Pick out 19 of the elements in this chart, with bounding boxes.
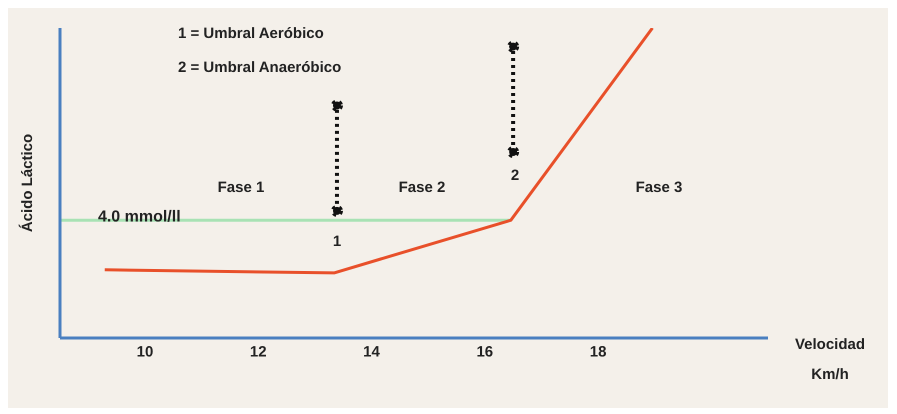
annotation: 2 bbox=[510, 166, 520, 184]
annotation: Fase 2 bbox=[398, 178, 446, 196]
point bbox=[330, 100, 343, 112]
x-tick-label: 12 bbox=[250, 344, 267, 361]
x-tick-label: 10 bbox=[136, 344, 154, 361]
point bbox=[507, 40, 520, 53]
x-axis-title: Velocidad Km/h bbox=[794, 335, 866, 385]
annotation: Fase 1 bbox=[218, 178, 264, 196]
annotation: Fase 3 bbox=[636, 178, 682, 196]
annotation: 2 = Umbral Anaeróbico bbox=[178, 59, 342, 76]
point bbox=[507, 146, 520, 158]
annotation: 1 = Umbral Aeróbico bbox=[178, 25, 324, 42]
annotation: 4.0 mmol/ll bbox=[98, 208, 181, 226]
x-tick-label: 18 bbox=[590, 344, 606, 361]
x-tick-label: 14 bbox=[363, 344, 381, 361]
y-axis-title: Ácido Láctico bbox=[18, 134, 36, 232]
x-tick-label: 16 bbox=[476, 344, 494, 361]
annotation: 1 bbox=[332, 232, 342, 250]
point bbox=[330, 204, 343, 217]
